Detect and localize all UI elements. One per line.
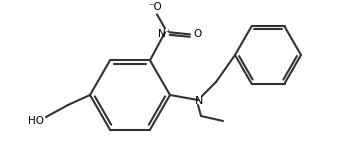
Text: N⁺: N⁺ <box>158 29 172 39</box>
Text: N: N <box>195 96 203 106</box>
Text: ⁻O: ⁻O <box>148 2 162 12</box>
Text: O: O <box>193 29 201 39</box>
Text: HO: HO <box>28 116 44 126</box>
